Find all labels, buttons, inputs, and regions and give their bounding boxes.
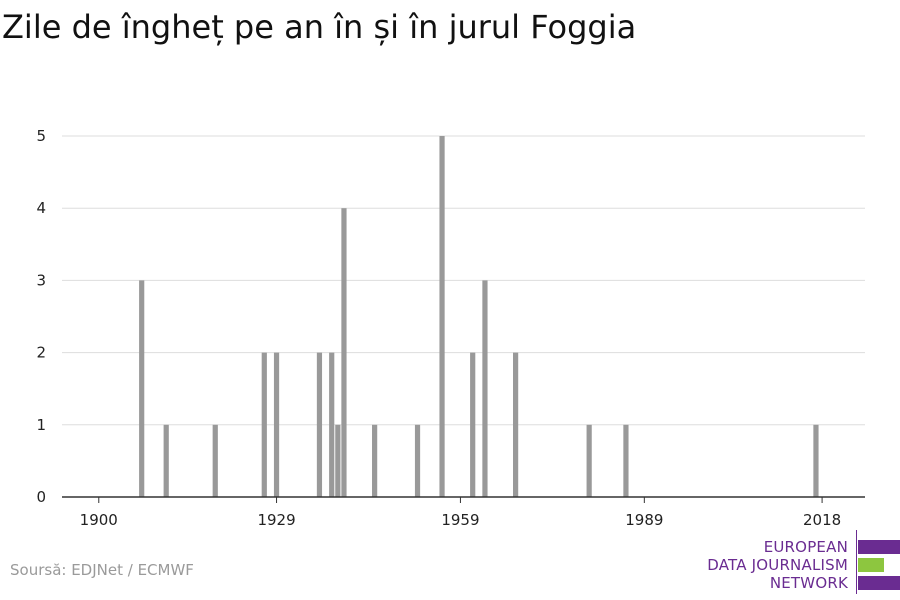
bar (163, 424, 169, 497)
bar (261, 352, 267, 497)
grid-lines (62, 135, 865, 426)
y-tick-label: 3 (36, 271, 46, 289)
bars (139, 136, 819, 497)
logo-line-3: NETWORK (769, 574, 848, 592)
logo-bar-1 (858, 540, 900, 554)
bar (335, 424, 341, 497)
bar (329, 352, 335, 497)
edjnet-logo: EUROPEAN DATA JOURNALISM NETWORK (700, 528, 900, 596)
bar (813, 424, 819, 497)
bar (482, 280, 488, 497)
chart-title: Zile de îngheț pe an în și în jurul Fogg… (2, 8, 637, 46)
x-tick-label: 1959 (441, 511, 479, 529)
x-tick-label: 1929 (257, 511, 295, 529)
bar (212, 424, 218, 497)
bar (513, 352, 519, 497)
y-tick-label: 1 (36, 416, 46, 434)
bar (316, 352, 323, 497)
x-tick-labels: 1900 1929 1959 1989 2018 (80, 511, 842, 529)
logo-line-2: DATA JOURNALISM (707, 556, 848, 574)
logo-bar-2 (858, 558, 884, 572)
y-tick-label: 5 (36, 127, 46, 145)
bar (470, 352, 476, 497)
bar (372, 424, 378, 497)
x-tick-label: 1900 (80, 511, 118, 529)
y-tick-label: 2 (36, 344, 46, 362)
logo-bar-3 (858, 576, 900, 590)
bar (139, 280, 145, 497)
x-tick-label: 2018 (803, 511, 841, 529)
bar (586, 424, 592, 497)
y-tick-label: 4 (36, 199, 46, 217)
axes (62, 496, 865, 503)
y-tick-labels: 0 1 2 3 4 5 (36, 127, 46, 506)
bar (414, 424, 421, 497)
x-tick-label: 1989 (625, 511, 663, 529)
bar (273, 352, 280, 497)
logo-line-1: EUROPEAN (763, 538, 848, 556)
bar (623, 424, 629, 497)
y-tick-label: 0 (36, 488, 46, 506)
logo-divider (856, 530, 857, 594)
source-note: Soursă: EDJNet / ECMWF (10, 561, 194, 579)
bar (341, 208, 347, 497)
bar (439, 136, 445, 497)
